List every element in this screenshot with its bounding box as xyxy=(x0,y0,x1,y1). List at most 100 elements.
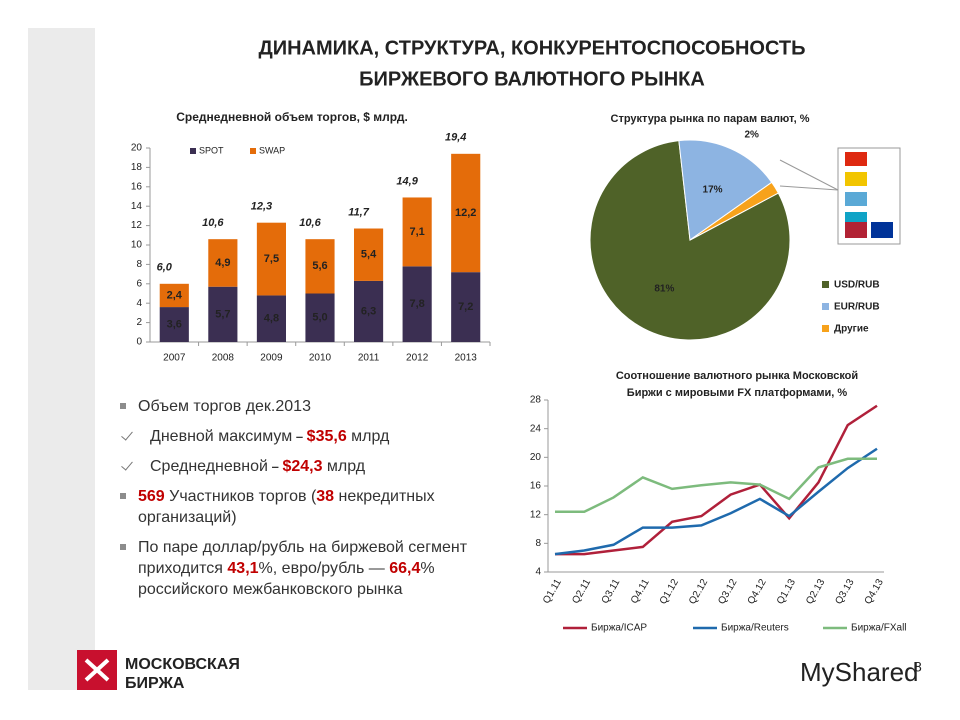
value-label: 7,5 xyxy=(264,253,279,265)
value-label: 5,7 xyxy=(215,308,230,320)
line-series xyxy=(554,447,878,556)
bar-segment xyxy=(208,286,238,342)
total-label: 19,4 xyxy=(445,132,466,144)
bullet-text: млрд xyxy=(322,458,366,475)
bar-segment xyxy=(256,295,286,342)
bullet-text: – xyxy=(267,459,283,474)
legend-label: EUR/RUB xyxy=(834,302,880,313)
x-tick-label: Q1.13 xyxy=(775,577,798,606)
logo: МОСКОВСКАЯ БИРЖА xyxy=(77,650,240,692)
legend-swatch xyxy=(822,325,829,332)
bullet-item: Дневной максимум – $35,6 млрд xyxy=(118,426,503,447)
x-tick-label: Q3.11 xyxy=(600,577,623,606)
x-tick-label: 2010 xyxy=(309,353,332,364)
y-tick-label: 14 xyxy=(131,201,143,212)
y-tick-label: 12 xyxy=(530,509,542,520)
x-tick-label: Q2.13 xyxy=(804,577,827,606)
total-label: 12,3 xyxy=(251,201,272,213)
bar-segment xyxy=(305,293,335,342)
chart-title: Биржи с мировыми FX платформами, % xyxy=(627,387,848,399)
bullet-item: Объем торгов дек.2013 xyxy=(118,396,503,417)
value-label: 7,2 xyxy=(458,301,473,313)
bar-segment xyxy=(159,307,189,342)
x-tick-label: Q4.13 xyxy=(863,577,886,606)
legend-swatch xyxy=(822,303,829,310)
legend-label: Другие xyxy=(834,324,869,335)
bar-segment xyxy=(305,239,335,294)
pie-slice xyxy=(678,139,773,241)
legend-swatch xyxy=(250,148,256,154)
bullet-text: – xyxy=(292,429,307,444)
legend-label: SPOT xyxy=(199,145,224,155)
bar-segment xyxy=(402,197,432,267)
bullet-item: По паре доллар/рубль на биржевой сегмент… xyxy=(118,537,503,600)
y-tick-label: 8 xyxy=(535,538,541,549)
y-tick-label: 4 xyxy=(136,298,142,309)
value-label: 12,2 xyxy=(455,207,476,219)
bar-segment xyxy=(354,228,384,281)
legend-swatch xyxy=(822,281,829,288)
x-tick-label: Q3.13 xyxy=(833,577,856,606)
y-tick-label: 16 xyxy=(131,181,143,192)
x-tick-label: Q2.12 xyxy=(687,577,710,606)
y-tick-label: 20 xyxy=(131,143,143,154)
value-label: 7,8 xyxy=(409,298,424,310)
x-tick-label: Q1.12 xyxy=(658,577,681,606)
y-tick-label: 0 xyxy=(136,337,142,348)
bullet-item: 569 Участников торгов (38 некредитных ор… xyxy=(118,486,503,528)
y-tick-label: 6 xyxy=(136,278,142,289)
line-series xyxy=(555,404,878,556)
value-label: 2,4 xyxy=(167,289,183,301)
value-label: 6,3 xyxy=(361,305,376,317)
slice-label: 81% xyxy=(654,283,674,294)
value-label: 3,6 xyxy=(167,318,182,330)
x-tick-label: 2009 xyxy=(260,353,283,364)
watermark: MyShared xyxy=(800,657,919,687)
total-label: 10,6 xyxy=(202,217,224,229)
total-label: 14,9 xyxy=(396,175,418,187)
y-tick-label: 24 xyxy=(530,423,542,434)
x-tick-label: 2007 xyxy=(163,353,186,364)
y-tick-label: 18 xyxy=(131,162,143,173)
y-tick-label: 4 xyxy=(535,567,541,578)
page-number: 8 xyxy=(914,659,922,675)
bullet-text: 569 xyxy=(138,488,165,505)
y-tick-label: 12 xyxy=(131,220,143,231)
x-tick-label: Q2.11 xyxy=(570,577,593,606)
bullet-text: некредитных организаций) xyxy=(138,488,435,526)
bullet-text: 38 xyxy=(316,488,335,505)
bullet-item: Среднедневной – $24,3 млрд xyxy=(118,456,503,477)
value-label: 5,6 xyxy=(312,260,327,272)
bar-segment xyxy=(451,153,481,273)
chart-title: Структура рынка по парам валют, % xyxy=(611,113,810,125)
x-tick-label: Q1.11 xyxy=(541,577,564,606)
bullet-text: Участников торгов ( xyxy=(164,488,317,505)
slice-label: 17% xyxy=(703,184,723,195)
slice-label: 2% xyxy=(745,129,760,140)
bullet-text: %, евро/рубль — xyxy=(258,560,390,577)
bar-segment xyxy=(208,239,238,287)
line-series xyxy=(555,457,877,514)
bullet-text: Дневной максимум xyxy=(150,428,293,445)
bullet-text: По паре доллар/рубль на биржевой сегмент… xyxy=(138,539,468,577)
legend-label: Биржа/FXall xyxy=(851,623,907,634)
legend-label: USD/RUB xyxy=(834,280,880,291)
logo-text: БИРЖА xyxy=(125,675,185,692)
bullet-text: млрд xyxy=(346,428,390,445)
legend-label: SWAP xyxy=(259,145,285,155)
bar-segment xyxy=(451,272,481,342)
value-label: 5,0 xyxy=(312,312,327,324)
x-tick-label: Q4.12 xyxy=(746,577,769,606)
bullet-text: Объем торгов дек.2013 xyxy=(138,398,311,415)
total-label: 11,7 xyxy=(348,206,369,218)
bullet-text: 43,1 xyxy=(227,560,259,577)
y-tick-label: 20 xyxy=(530,452,542,463)
value-label: 7,1 xyxy=(409,226,424,238)
side-stripe xyxy=(28,28,95,690)
bullet-text: $24,3 xyxy=(282,458,323,475)
y-tick-label: 28 xyxy=(530,395,542,406)
y-tick-label: 2 xyxy=(136,317,142,328)
x-tick-label: Q3.12 xyxy=(716,577,739,606)
